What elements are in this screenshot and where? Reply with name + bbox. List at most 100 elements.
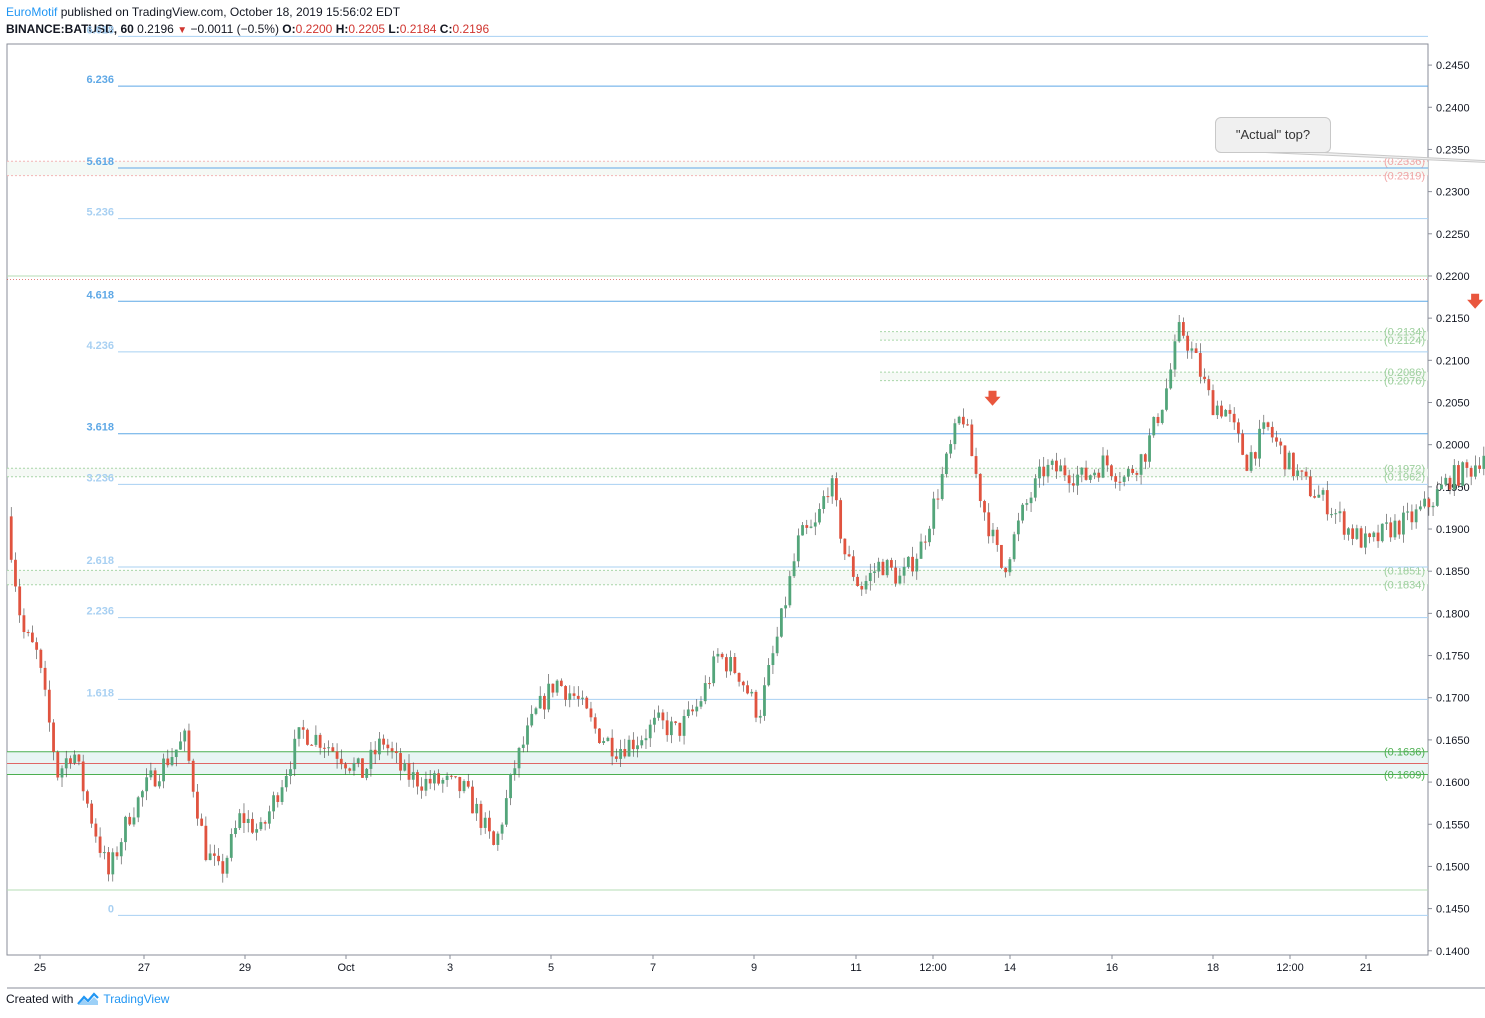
candle-body	[1270, 426, 1274, 438]
candle-body	[1097, 472, 1101, 478]
y-tick-label: 0.2100	[1436, 355, 1470, 367]
candle-body	[1139, 454, 1143, 475]
candle-body	[936, 498, 940, 500]
candle-body	[1118, 481, 1122, 483]
candle-body	[1347, 528, 1350, 535]
candle-body	[686, 709, 690, 717]
fib-level-label: 5.618	[86, 156, 114, 168]
y-tick-label: 0.2050	[1436, 397, 1470, 409]
zone-bottom-label: (0.2076)	[1384, 376, 1425, 388]
candle-body	[720, 653, 724, 658]
candle-body	[348, 768, 352, 771]
candle-body	[627, 739, 631, 757]
candle-body	[851, 556, 855, 577]
tradingview-link[interactable]: TradingView	[103, 992, 170, 1006]
candle-body	[1427, 498, 1431, 508]
candle-body	[695, 706, 699, 712]
candle-body	[1351, 528, 1355, 539]
candle-body	[73, 754, 77, 764]
candle-body	[974, 456, 978, 474]
candle-body	[978, 473, 982, 502]
candle-body	[792, 561, 796, 577]
candle-body	[432, 773, 436, 784]
candle-body	[314, 734, 318, 745]
candle-body	[1406, 511, 1410, 513]
candle-body	[217, 855, 220, 862]
candle-body	[521, 744, 525, 748]
candle-body	[1423, 498, 1426, 507]
close-label: C:	[439, 22, 453, 36]
candle-body	[754, 691, 758, 718]
candle-body	[843, 538, 847, 555]
y-tick-label: 0.2150	[1436, 313, 1470, 325]
candle-body	[741, 681, 745, 686]
candle-body	[733, 657, 737, 673]
candle-body	[526, 725, 529, 745]
candle-body	[1368, 533, 1371, 538]
candle-body	[18, 586, 22, 616]
candle-body	[763, 685, 766, 716]
candle-body	[119, 842, 123, 857]
candle-body	[644, 738, 648, 741]
candle-body	[43, 667, 47, 690]
candle-body	[835, 478, 838, 501]
candle-body	[1262, 422, 1266, 429]
candle-body	[750, 691, 754, 694]
x-tick-label: 25	[34, 962, 46, 974]
candle-body	[369, 749, 373, 769]
candle-body	[98, 836, 102, 853]
candle-body	[449, 775, 453, 777]
candle-body	[284, 775, 288, 788]
y-tick-label: 0.2300	[1436, 187, 1470, 199]
y-tick-label: 0.2400	[1436, 102, 1470, 114]
footer: Created with TradingView	[6, 992, 169, 1006]
candle-body	[682, 716, 686, 736]
candle-body	[966, 424, 969, 426]
candle-body	[56, 751, 60, 778]
y-tick-label: 0.2350	[1436, 144, 1470, 156]
candle-body	[1321, 490, 1325, 495]
candle-body	[911, 556, 914, 572]
candle-body	[1021, 504, 1024, 521]
down-arrow-marker	[984, 390, 1001, 406]
created-with-label: Created with	[6, 992, 74, 1006]
candle-body	[462, 781, 466, 792]
candle-body	[581, 697, 584, 699]
down-arrow-marker	[1467, 293, 1484, 309]
candle-body	[242, 813, 246, 823]
candle-body	[293, 738, 297, 770]
candle-body	[1114, 476, 1118, 482]
candle-body	[1338, 511, 1342, 514]
fib-level-label: 3.236	[86, 472, 114, 484]
candle-body	[471, 786, 474, 814]
candle-body	[602, 741, 606, 744]
candle-body	[399, 753, 402, 771]
candle-body	[1461, 462, 1465, 486]
candle-body	[1165, 388, 1168, 410]
candle-body	[479, 803, 483, 828]
candle-body	[779, 608, 783, 637]
candle-body	[547, 683, 551, 710]
candle-body	[826, 496, 830, 498]
zone-top-label: (0.1972)	[1384, 463, 1425, 475]
candle-body	[136, 797, 140, 818]
annotation-callout[interactable]: "Actual" top?	[1215, 117, 1331, 153]
candle-body	[517, 747, 521, 769]
candle-body	[830, 478, 834, 497]
candle-body	[860, 586, 864, 590]
candle-body	[1266, 422, 1270, 427]
candle-body	[1376, 532, 1380, 542]
author-link[interactable]: EuroMotif	[6, 5, 58, 19]
candle-body	[344, 764, 347, 769]
x-tick-label: 12:00	[1276, 962, 1304, 974]
fib-level-label: 6.236	[86, 74, 114, 86]
candle-body	[576, 695, 580, 699]
candle-body	[124, 816, 127, 843]
x-tick-label: 18	[1207, 962, 1219, 974]
chart-header: EuroMotif published on TradingView.com, …	[6, 4, 489, 39]
candle-body	[1126, 468, 1130, 477]
candle-body	[551, 683, 555, 693]
candle-body	[949, 444, 953, 454]
candle-body	[1173, 341, 1177, 370]
